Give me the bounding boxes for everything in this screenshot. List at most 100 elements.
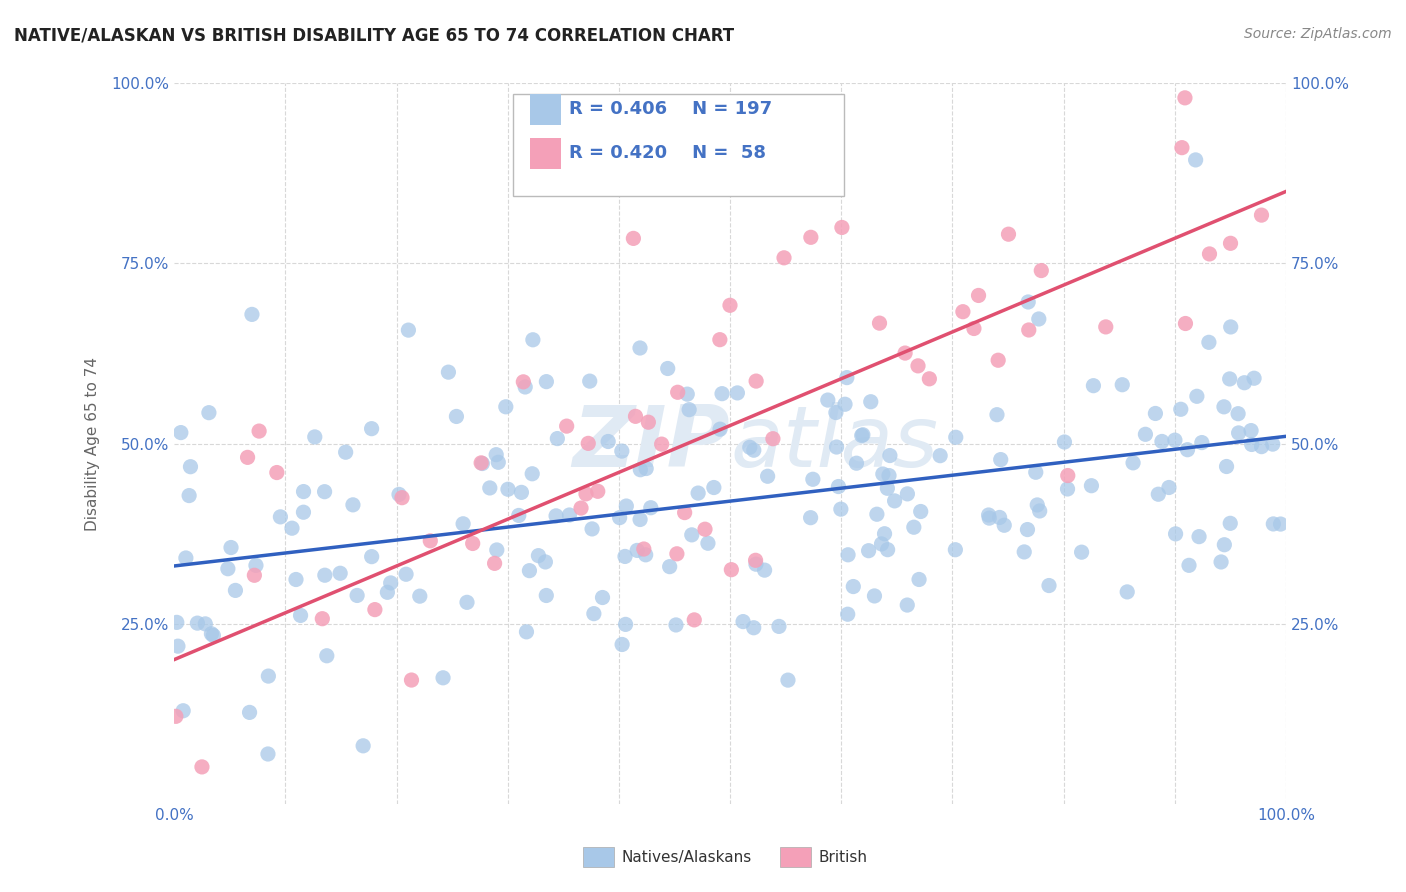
Point — [377, 585, 399, 599]
Point — [817, 392, 839, 407]
Point — [1198, 247, 1220, 261]
Point — [681, 528, 703, 542]
Point — [360, 422, 382, 436]
Point — [634, 548, 657, 562]
Point — [515, 624, 537, 639]
Point — [191, 760, 214, 774]
Point — [536, 375, 558, 389]
Point — [800, 510, 823, 524]
Point — [827, 479, 849, 493]
Point — [709, 333, 731, 347]
Point — [863, 589, 886, 603]
Point — [745, 374, 768, 388]
Point — [409, 589, 432, 603]
Point — [825, 440, 848, 454]
Point — [1185, 389, 1208, 403]
Point — [1028, 312, 1050, 326]
Point — [1219, 372, 1241, 386]
Point — [1219, 236, 1241, 251]
Point — [555, 419, 578, 434]
Point — [756, 469, 779, 483]
Point — [834, 397, 856, 411]
Point — [546, 432, 568, 446]
Point — [852, 427, 875, 442]
Point — [943, 542, 966, 557]
Point — [835, 370, 858, 384]
Point — [1147, 487, 1170, 501]
Point — [859, 394, 882, 409]
Point — [1178, 558, 1201, 573]
Point — [1012, 545, 1035, 559]
Point — [945, 430, 967, 444]
Point — [364, 602, 387, 616]
Point — [610, 444, 633, 458]
Point — [266, 466, 288, 480]
Point — [575, 487, 598, 501]
Text: R = 0.420    N =  58: R = 0.420 N = 58 — [569, 145, 766, 162]
Point — [651, 437, 673, 451]
Point — [609, 510, 631, 524]
Point — [610, 638, 633, 652]
Point — [626, 543, 648, 558]
Point — [558, 508, 581, 522]
Point — [979, 511, 1001, 525]
Text: British: British — [818, 850, 868, 864]
Point — [872, 467, 894, 481]
Point — [478, 481, 501, 495]
Point — [315, 648, 337, 663]
Point — [401, 673, 423, 687]
Point — [636, 461, 658, 475]
Point — [1053, 435, 1076, 450]
Point — [360, 549, 382, 564]
Point — [578, 374, 600, 388]
Point — [658, 559, 681, 574]
Point — [628, 463, 651, 477]
Point — [873, 526, 896, 541]
Point — [569, 501, 592, 516]
Point — [391, 491, 413, 505]
Point — [738, 440, 761, 454]
Point — [240, 307, 263, 321]
Point — [1017, 295, 1039, 310]
Point — [314, 484, 336, 499]
Point — [314, 568, 336, 582]
Point — [346, 589, 368, 603]
Point — [1184, 153, 1206, 167]
Point — [1026, 498, 1049, 512]
Point — [879, 449, 901, 463]
Point — [1056, 482, 1078, 496]
Point — [665, 618, 688, 632]
Point — [997, 227, 1019, 242]
Point — [217, 562, 239, 576]
Point — [1213, 538, 1236, 552]
Point — [510, 485, 533, 500]
Point — [224, 583, 246, 598]
Point — [1174, 317, 1197, 331]
Point — [484, 557, 506, 571]
Point — [683, 613, 706, 627]
Point — [581, 522, 603, 536]
Text: R = 0.406    N = 197: R = 0.406 N = 197 — [569, 100, 772, 118]
Point — [1018, 323, 1040, 337]
Point — [1209, 555, 1232, 569]
Point — [186, 616, 208, 631]
Point — [1144, 407, 1167, 421]
Point — [621, 231, 644, 245]
Point — [470, 456, 492, 470]
Point — [1056, 468, 1078, 483]
Point — [624, 409, 647, 424]
Point — [678, 402, 700, 417]
Point — [1270, 517, 1292, 532]
Point — [1227, 425, 1250, 440]
Point — [877, 468, 900, 483]
Point — [165, 709, 187, 723]
Point — [725, 385, 748, 400]
Point — [1038, 578, 1060, 592]
Point — [614, 617, 637, 632]
Point — [876, 481, 898, 495]
Point — [598, 434, 620, 449]
Point — [831, 220, 853, 235]
Point — [776, 673, 799, 687]
Point — [614, 499, 637, 513]
Point — [963, 321, 986, 335]
